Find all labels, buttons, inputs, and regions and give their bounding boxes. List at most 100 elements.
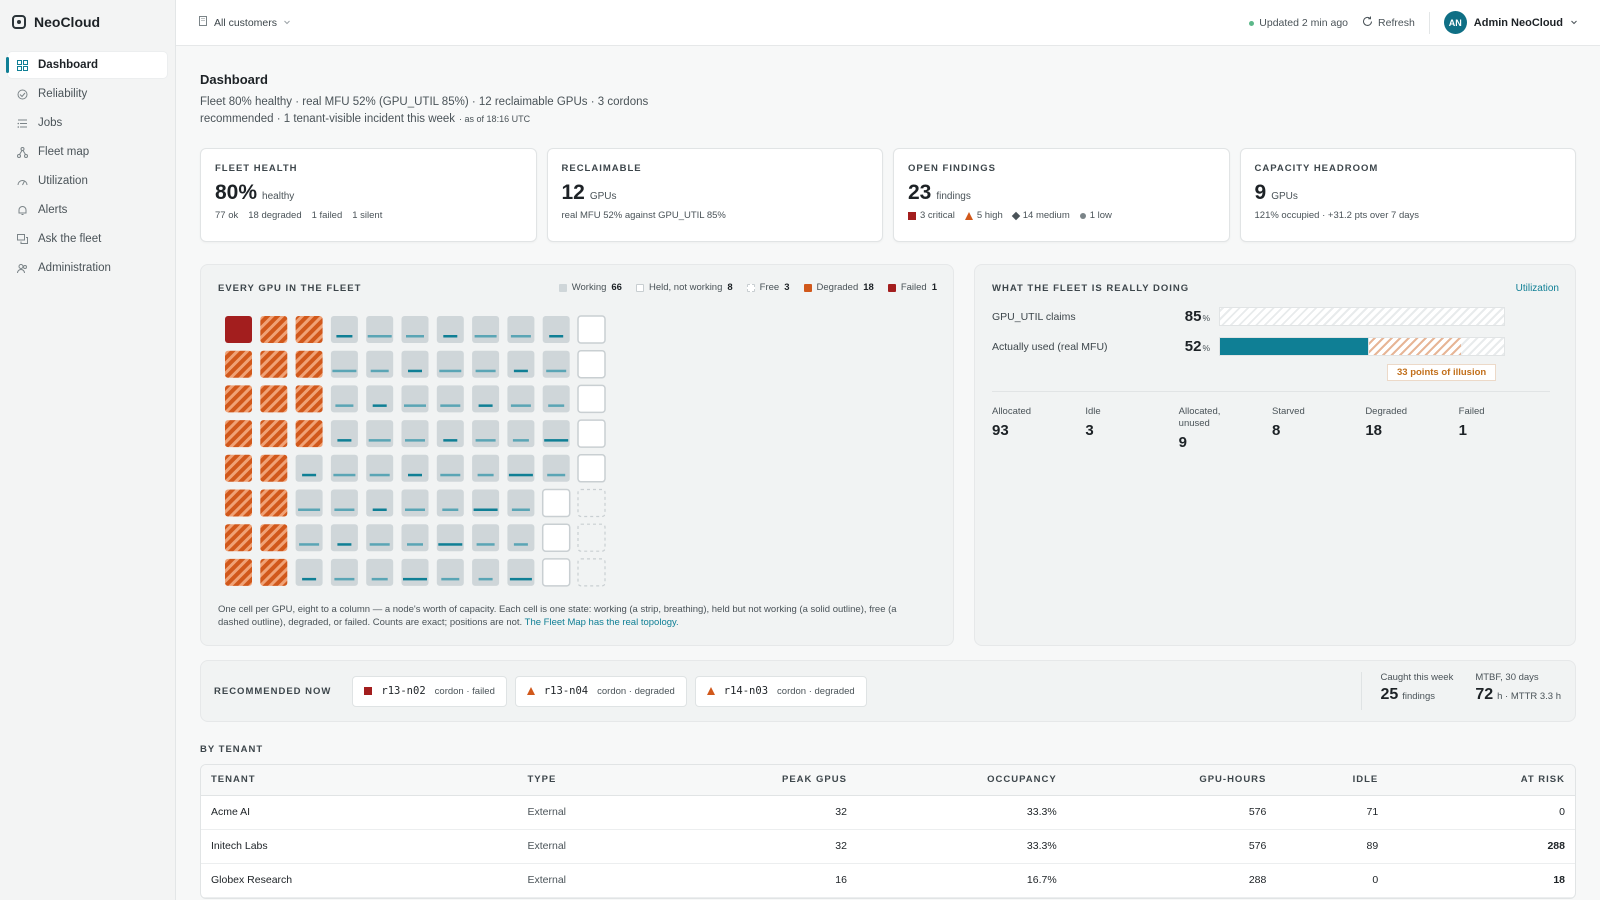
- gpu-cell-working[interactable]: [366, 385, 394, 413]
- gpu-cell-working[interactable]: [436, 316, 464, 343]
- column-header-at-risk[interactable]: AT RISK: [1388, 765, 1575, 796]
- user-menu[interactable]: AN Admin NeoCloud: [1443, 11, 1578, 34]
- gpu-cell-degraded[interactable]: [225, 454, 252, 482]
- gpu-cell-working[interactable]: [366, 524, 394, 552]
- gpu-cell-working[interactable]: [472, 420, 500, 448]
- gpu-cell-held[interactable]: [541, 558, 571, 587]
- gpu-cell-degraded[interactable]: [225, 489, 252, 517]
- gpu-cell-working[interactable]: [366, 350, 394, 378]
- brand[interactable]: NeoCloud: [0, 0, 175, 44]
- sidebar-item-alerts[interactable]: Alerts: [8, 197, 167, 223]
- gpu-cell-working[interactable]: [330, 454, 358, 482]
- gpu-cell-failed[interactable]: [225, 316, 252, 343]
- gpu-cell-working[interactable]: [542, 350, 570, 378]
- sidebar-item-ask-the-fleet[interactable]: Ask the fleet: [8, 226, 167, 252]
- gpu-cell-working[interactable]: [295, 558, 323, 586]
- sidebar-item-fleet-map[interactable]: Fleet map: [8, 139, 167, 165]
- gpu-cell-degraded[interactable]: [260, 350, 288, 378]
- gpu-cell-working[interactable]: [436, 385, 464, 413]
- recommendation-chip[interactable]: r13-n02 cordon · failed: [352, 675, 507, 707]
- gpu-cell-held[interactable]: [541, 488, 571, 518]
- gpu-cell-working[interactable]: [472, 489, 500, 517]
- gpu-cell-degraded[interactable]: [260, 489, 288, 517]
- gpu-cell-working[interactable]: [507, 524, 535, 552]
- gpu-cell-working[interactable]: [542, 316, 570, 343]
- gpu-cell-working[interactable]: [401, 558, 429, 586]
- gpu-cell-working[interactable]: [472, 385, 500, 413]
- gpu-cell-working[interactable]: [436, 454, 464, 482]
- gpu-cell-working[interactable]: [507, 454, 535, 482]
- gpu-cell-held[interactable]: [577, 384, 606, 414]
- gpu-cell-working[interactable]: [401, 385, 429, 413]
- gpu-cell-working[interactable]: [401, 316, 429, 343]
- column-header-gpu-hours[interactable]: GPU-HOURS: [1066, 765, 1277, 796]
- gpu-cell-held[interactable]: [541, 523, 571, 552]
- gpu-cell-degraded[interactable]: [260, 558, 288, 586]
- gpu-cell-working[interactable]: [542, 420, 570, 448]
- recommendation-chip[interactable]: r14-n03 cordon · degraded: [694, 675, 867, 707]
- gpu-cell-working[interactable]: [330, 524, 358, 552]
- gpu-cell-working[interactable]: [436, 489, 464, 517]
- gpu-cell-degraded[interactable]: [260, 524, 288, 552]
- kpi-open-findings[interactable]: OPEN FINDINGS 23 findings 3 critical 5 hi…: [893, 148, 1230, 242]
- sidebar-item-dashboard[interactable]: Dashboard: [6, 52, 167, 78]
- gpu-cell-degraded[interactable]: [295, 420, 323, 448]
- column-header-tenant[interactable]: TENANT: [201, 765, 518, 796]
- sidebar-item-reliability[interactable]: Reliability: [8, 81, 167, 107]
- column-header-peak-gpus[interactable]: PEAK GPUS: [667, 765, 857, 796]
- gpu-cell-working[interactable]: [366, 558, 394, 586]
- gpu-cell-working[interactable]: [401, 489, 429, 517]
- gpu-cell-working[interactable]: [330, 385, 358, 413]
- table-row[interactable]: Acme AI External 32 33.3% 576 71 0: [201, 795, 1575, 830]
- gpu-cell-degraded[interactable]: [295, 385, 323, 413]
- gpu-cell-working[interactable]: [366, 316, 394, 343]
- gpu-cell-working[interactable]: [472, 558, 500, 586]
- table-row[interactable]: Initech Labs External 32 33.3% 576 89 28…: [201, 829, 1575, 864]
- table-row[interactable]: Globex Research External 16 16.7% 288 0 …: [201, 863, 1575, 898]
- column-header-idle[interactable]: IDLE: [1276, 765, 1389, 796]
- gpu-cell-working[interactable]: [436, 558, 464, 586]
- gpu-cell-degraded[interactable]: [225, 558, 252, 586]
- gpu-cell-degraded[interactable]: [225, 385, 252, 413]
- gpu-cell-degraded[interactable]: [225, 420, 252, 448]
- gpu-cell-working[interactable]: [507, 350, 535, 378]
- gpu-cell-working[interactable]: [295, 454, 323, 482]
- gpu-cell-held[interactable]: [577, 315, 606, 344]
- gpu-cell-working[interactable]: [507, 558, 535, 586]
- gpu-cell-working[interactable]: [507, 489, 535, 517]
- gpu-cell-working[interactable]: [507, 420, 535, 448]
- gpu-cell-degraded[interactable]: [225, 350, 252, 378]
- gpu-cell-working[interactable]: [401, 524, 429, 552]
- sidebar-item-jobs[interactable]: Jobs: [8, 110, 167, 136]
- gpu-cell-free[interactable]: [577, 523, 606, 552]
- column-header-type[interactable]: TYPE: [517, 765, 668, 796]
- column-header-occupancy[interactable]: OCCUPANCY: [856, 765, 1067, 796]
- gpu-cell-working[interactable]: [472, 454, 500, 482]
- recommendation-chip[interactable]: r13-n04 cordon · degraded: [514, 675, 687, 707]
- gpu-cell-working[interactable]: [366, 454, 394, 482]
- gpu-cell-working[interactable]: [542, 385, 570, 413]
- gpu-cell-working[interactable]: [507, 316, 535, 343]
- gpu-cell-working[interactable]: [330, 420, 358, 448]
- gpu-cell-working[interactable]: [472, 524, 500, 552]
- gpu-cell-working[interactable]: [401, 350, 429, 378]
- gpu-cell-working[interactable]: [472, 316, 500, 343]
- gpu-cell-degraded[interactable]: [260, 316, 288, 343]
- gpu-cell-working[interactable]: [401, 420, 429, 448]
- fleet-map-link[interactable]: The Fleet Map has the real topology.: [524, 617, 679, 628]
- gpu-cell-degraded[interactable]: [260, 420, 288, 448]
- gpu-cell-degraded[interactable]: [225, 524, 252, 552]
- gpu-cell-working[interactable]: [330, 350, 358, 378]
- gpu-cell-degraded[interactable]: [295, 316, 323, 343]
- gpu-cell-working[interactable]: [472, 350, 500, 378]
- gpu-cell-working[interactable]: [436, 420, 464, 448]
- utilization-link[interactable]: Utilization: [1515, 283, 1559, 294]
- gpu-cell-free[interactable]: [577, 488, 606, 518]
- gpu-cell-degraded[interactable]: [260, 454, 288, 482]
- gpu-cell-degraded[interactable]: [260, 385, 288, 413]
- gpu-cell-working[interactable]: [542, 454, 570, 482]
- sidebar-item-utilization[interactable]: Utilization: [8, 168, 167, 194]
- refresh-button[interactable]: Refresh: [1362, 16, 1415, 30]
- gpu-cell-free[interactable]: [577, 558, 606, 587]
- gpu-cell-held[interactable]: [577, 419, 606, 448]
